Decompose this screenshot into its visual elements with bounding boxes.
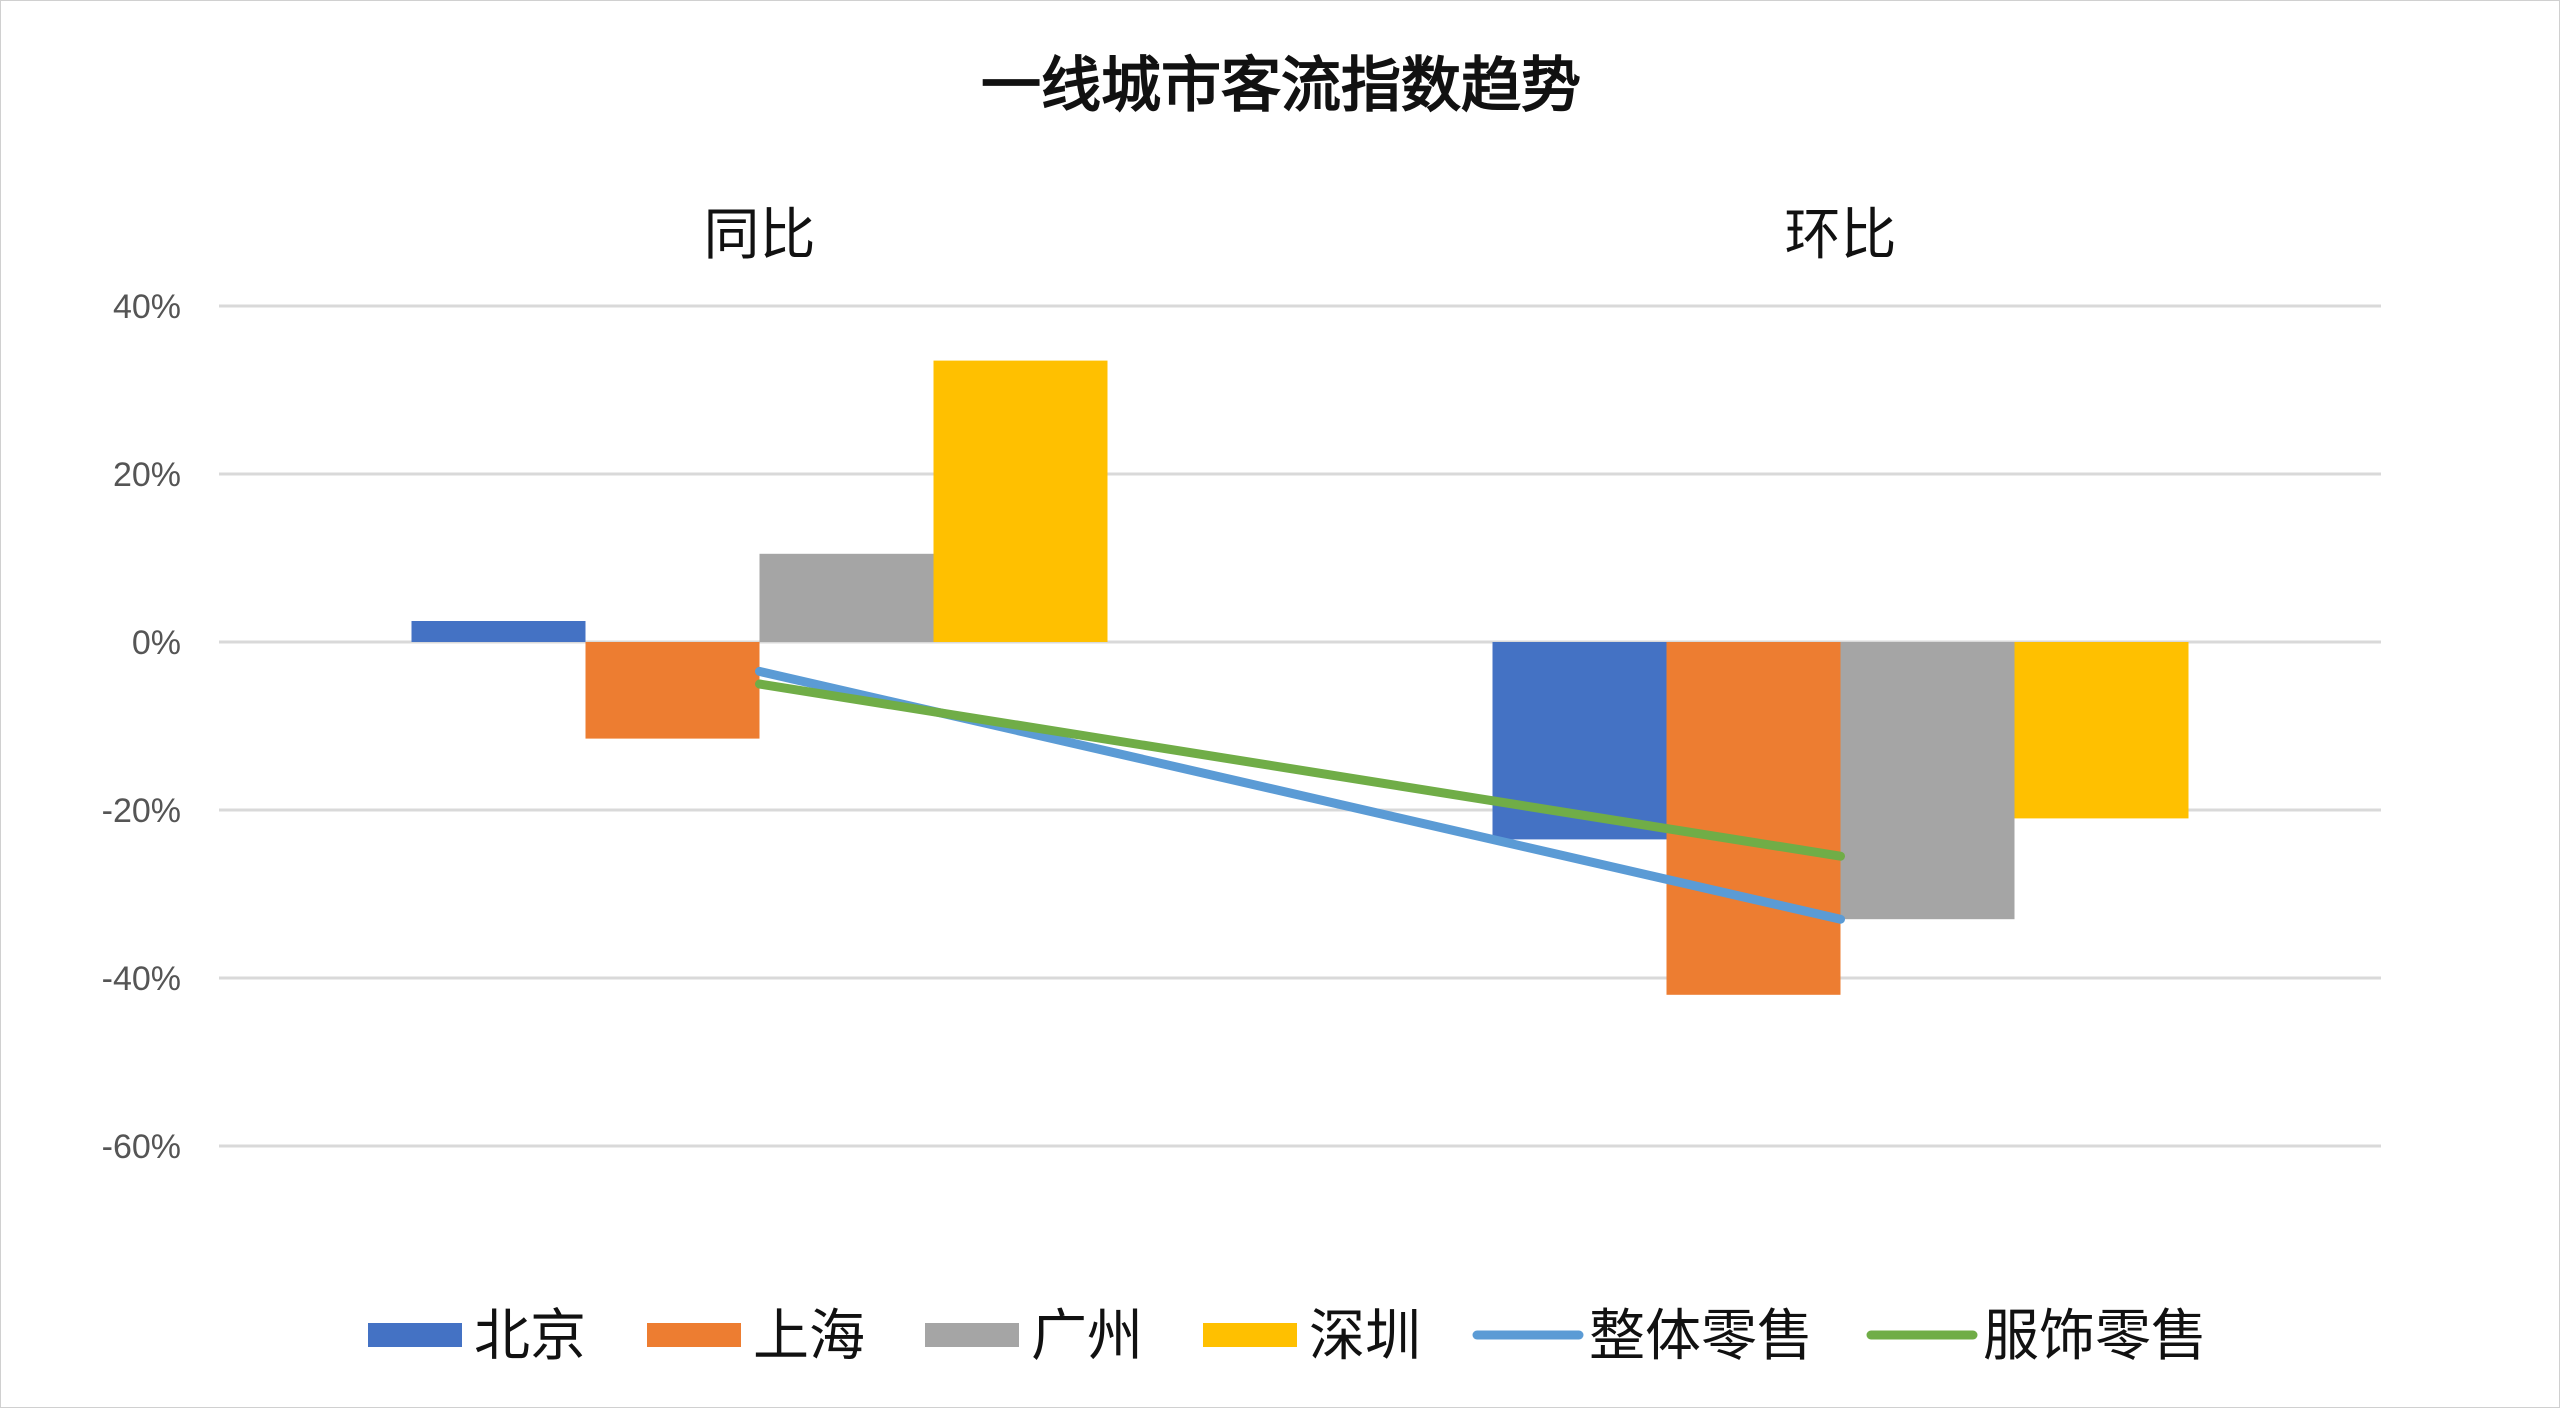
y-tick-label: -40% bbox=[102, 960, 181, 998]
legend-swatch-广州 bbox=[925, 1323, 1019, 1347]
y-tick-label: -20% bbox=[102, 792, 181, 830]
bar-深圳-同比 bbox=[933, 360, 1108, 642]
legend-label: 服饰零售 bbox=[1983, 1304, 2207, 1369]
y-tick-label: 20% bbox=[113, 456, 181, 494]
bar-北京-环比 bbox=[1492, 642, 1667, 840]
category-label: 同比 bbox=[704, 203, 816, 268]
legend-swatch-上海 bbox=[647, 1323, 741, 1347]
bars bbox=[411, 360, 2189, 995]
legend-label: 上海 bbox=[753, 1304, 865, 1369]
legend-label: 北京 bbox=[474, 1304, 586, 1369]
line-服饰零售 bbox=[755, 679, 1845, 861]
legend-label: 深圳 bbox=[1309, 1304, 1421, 1369]
series-lines bbox=[755, 666, 1845, 924]
bar-广州-环比 bbox=[1840, 642, 2015, 920]
category-labels: 同比 环比 bbox=[704, 203, 1897, 268]
chart-title: 一线城市客流指数趋势 bbox=[981, 51, 1581, 121]
bar-深圳-环比 bbox=[2014, 642, 2189, 819]
y-tick-label: -60% bbox=[102, 1128, 181, 1166]
y-tick-label: 0% bbox=[132, 624, 181, 662]
bar-上海-同比 bbox=[585, 642, 760, 739]
bar-广州-同比 bbox=[759, 553, 934, 642]
legend-label: 广州 bbox=[1031, 1304, 1143, 1369]
legend: 北京 上海 广州 深圳 整体零售 服饰零售 bbox=[368, 1304, 2207, 1369]
category-label: 环比 bbox=[1785, 203, 1897, 268]
legend-label: 整体零售 bbox=[1589, 1304, 1813, 1369]
legend-swatch-北京 bbox=[368, 1323, 462, 1347]
bar-北京-同比 bbox=[411, 621, 586, 642]
y-tick-label: 40% bbox=[113, 288, 181, 326]
legend-swatch-深圳 bbox=[1203, 1323, 1297, 1347]
bar-上海-环比 bbox=[1666, 642, 1841, 995]
y-axis: 40% 20% 0% -20% -40% -60% bbox=[102, 288, 181, 1166]
